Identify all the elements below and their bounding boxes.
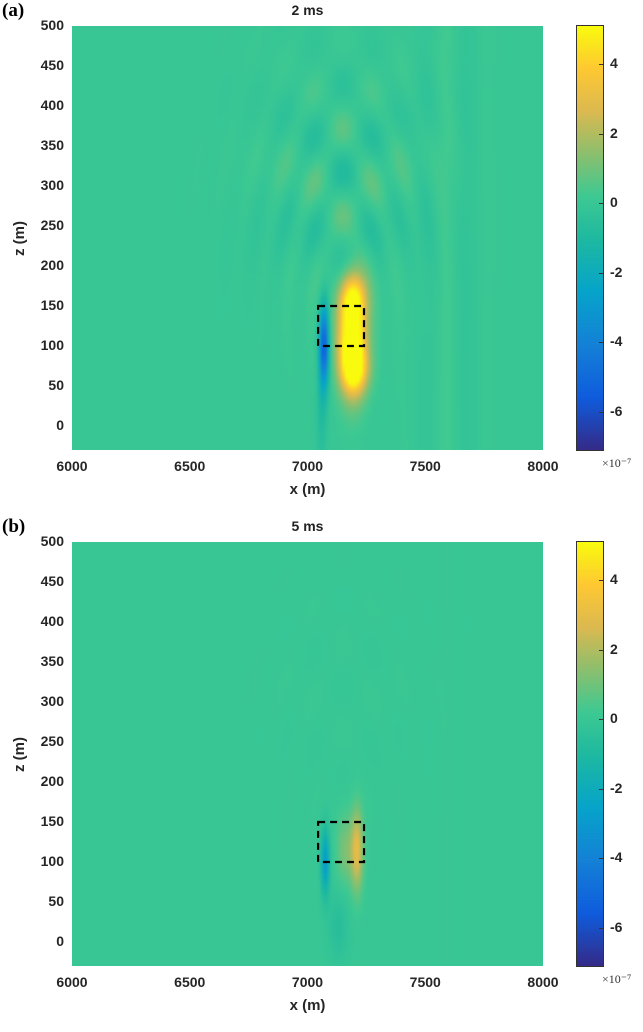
- colorbar-tick-mark: [599, 203, 603, 205]
- y-tick-label: 0: [56, 933, 64, 949]
- colorbar-tick-label: -4: [610, 333, 623, 350]
- colorbar-tick-mark: [599, 719, 603, 721]
- y-tick-label: 400: [40, 613, 64, 629]
- chart-title: 5 ms: [291, 518, 324, 534]
- dashed-box-rect: [316, 820, 366, 864]
- panel-a: (a) 2 ms 0 50 100 150 200 250 300 350 400 450 500 600…: [2, 0, 632, 498]
- colorbar-tick-mark: [599, 133, 603, 135]
- colorbar-exponent: ×10⁻⁷: [602, 972, 632, 986]
- y-tick-label: 200: [40, 257, 64, 273]
- chart-title: 2 ms: [291, 2, 324, 18]
- y-tick-label: 100: [40, 337, 64, 353]
- y-tick-label: 350: [40, 137, 64, 153]
- y-tick-label: 300: [40, 693, 64, 709]
- colorbar-tick-label: 4: [610, 55, 618, 72]
- colorbar-tick-label: 0: [610, 194, 618, 211]
- x-tick-label: 6000: [56, 458, 88, 474]
- colorbar-tick-label: 0: [610, 710, 618, 727]
- dashed-box: [316, 304, 366, 348]
- y-tick-label: 0: [56, 417, 64, 433]
- y-axis-label: z (m): [11, 221, 28, 256]
- y-tick-label: 350: [40, 653, 64, 669]
- colorbar-tick-label: 2: [610, 640, 618, 657]
- colorbar: [576, 541, 604, 967]
- y-tick-label: 250: [40, 217, 64, 233]
- y-tick-label: 300: [40, 177, 64, 193]
- colorbar-tick-label: 4: [610, 571, 618, 588]
- x-tick-label: 6500: [174, 458, 206, 474]
- y-tick-label: 100: [40, 853, 64, 869]
- colorbar-tick-mark: [599, 411, 603, 413]
- colorbar-tick-label: -6: [610, 402, 623, 419]
- colorbar-tick-label: -2: [610, 263, 623, 280]
- y-tick-label: 500: [40, 17, 64, 33]
- y-tick-label: 500: [40, 533, 64, 549]
- panel-b: (b) 5 ms 0 50 100 150 200 250 300 350 400 450 500 600…: [0, 516, 643, 1032]
- x-tick-label: 6000: [56, 974, 88, 990]
- colorbar-tick-label: -6: [610, 918, 623, 935]
- y-tick-label: 450: [40, 573, 64, 589]
- y-tick-label: 250: [40, 733, 64, 749]
- x-axis-label: x (m): [289, 997, 326, 1014]
- x-tick-label: 7500: [409, 974, 441, 990]
- x-tick-label: 7500: [409, 458, 441, 474]
- colorbar-tick-mark: [599, 342, 603, 344]
- colorbar-tick-mark: [599, 649, 603, 651]
- x-tick-label: 8000: [527, 974, 559, 990]
- x-tick-label: 7000: [291, 974, 324, 990]
- dashed-box-rect: [316, 304, 366, 348]
- dashed-box: [316, 820, 366, 864]
- x-axis-label: x (m): [289, 481, 326, 498]
- panel-label: (b): [2, 516, 26, 537]
- x-tick-label: 6500: [174, 974, 206, 990]
- heatmap: [72, 542, 543, 966]
- colorbar-tick-mark: [599, 64, 603, 66]
- x-tick-label: 8000: [527, 458, 559, 474]
- y-tick-label: 50: [48, 377, 64, 393]
- colorbar-tick-label: -4: [610, 849, 623, 866]
- colorbar-tick-mark: [599, 580, 603, 582]
- colorbar-tick-mark: [599, 272, 603, 274]
- x-tick-label: 7000: [291, 458, 324, 474]
- colorbar-exponent: ×10⁻⁷: [602, 456, 632, 470]
- colorbar-tick-mark: [599, 788, 603, 790]
- y-tick-label: 50: [48, 893, 64, 909]
- colorbar-tick-label: -2: [610, 779, 623, 796]
- panel-label: (a): [2, 0, 25, 21]
- colorbar-tick-mark: [599, 927, 603, 929]
- colorbar-tick-label: 2: [610, 124, 618, 141]
- colorbar: [576, 25, 604, 451]
- y-tick-label: 150: [40, 297, 64, 313]
- colorbar-tick-mark: [599, 858, 603, 860]
- y-axis-label: z (m): [11, 737, 28, 772]
- y-tick-label: 400: [40, 97, 64, 113]
- y-tick-label: 200: [40, 773, 64, 789]
- y-tick-label: 150: [40, 813, 64, 829]
- y-tick-label: 450: [40, 57, 64, 73]
- heatmap: [72, 26, 543, 450]
